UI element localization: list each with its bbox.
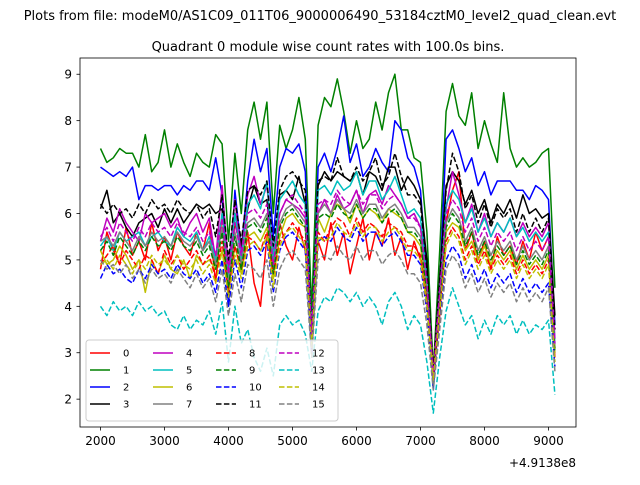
series-line-3	[99, 166, 556, 386]
y-tick-label: 2	[64, 393, 72, 407]
legend-label-14: 14	[312, 383, 325, 394]
series-line-1	[99, 73, 556, 373]
legend-label-5: 5	[186, 366, 192, 377]
legend-label-15: 15	[312, 400, 325, 411]
legend-label-13: 13	[312, 366, 325, 377]
series-line-15	[99, 245, 556, 391]
figure-suptitle: Plots from file: modeM0/AS1C09_011T06_90…	[24, 9, 617, 24]
legend-label-11: 11	[249, 400, 262, 411]
series-line-2	[100, 115, 556, 391]
y-tick-label: 5	[64, 253, 72, 267]
y-tick-label: 7	[64, 161, 72, 175]
series-line-9	[99, 203, 556, 377]
series-line-6	[99, 203, 556, 368]
x-axis: 2000 3000 4000 5000 6000 7000 8000 9000	[85, 427, 564, 448]
series-line-14	[100, 222, 556, 382]
x-tick-label: 3000	[149, 434, 180, 448]
plot-series-group	[99, 73, 556, 414]
x-tick-label: 7000	[405, 434, 436, 448]
legend-label-2: 2	[123, 383, 129, 394]
y-tick-label: 4	[64, 300, 72, 314]
legend-label-3: 3	[123, 400, 129, 411]
series-line-12	[99, 189, 556, 377]
x-offset-label: +4.9138e8	[509, 456, 576, 470]
series-line-5	[99, 170, 556, 382]
series-line-7	[100, 198, 556, 377]
y-tick-label: 9	[64, 68, 72, 82]
y-tick-label: 6	[64, 207, 72, 221]
chart-title: Quadrant 0 module wise count rates with …	[152, 40, 505, 55]
legend-label-10: 10	[249, 383, 262, 394]
legend-label-8: 8	[249, 349, 255, 360]
legend-label-1: 1	[123, 366, 129, 377]
legend-box	[85, 339, 339, 422]
legend-label-12: 12	[312, 349, 325, 360]
x-tick-label: 9000	[533, 434, 564, 448]
legend-label-6: 6	[186, 383, 192, 394]
legend-label-4: 4	[186, 349, 192, 360]
y-tick-label: 3	[64, 346, 72, 360]
x-tick-label: 6000	[341, 434, 372, 448]
x-tick-label: 4000	[213, 434, 244, 448]
y-axis: 2 3 4 5 6 7 8 9	[64, 68, 80, 407]
x-tick-label: 5000	[277, 434, 308, 448]
series-line-13	[99, 287, 556, 414]
x-tick-label: 8000	[469, 434, 500, 448]
x-tick-label: 2000	[85, 434, 116, 448]
series-line-11	[99, 152, 556, 373]
legend-label-0: 0	[123, 349, 129, 360]
legend-label-7: 7	[186, 400, 192, 411]
y-tick-label: 8	[64, 114, 72, 128]
plot-frame	[79, 57, 577, 428]
legend-label-9: 9	[249, 366, 255, 377]
